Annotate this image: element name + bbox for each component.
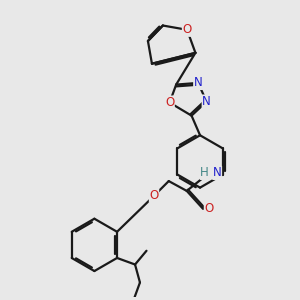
Text: N: N <box>194 76 203 89</box>
Text: O: O <box>182 23 192 36</box>
Text: O: O <box>204 202 214 215</box>
Text: H: H <box>200 167 209 179</box>
Text: O: O <box>165 96 174 109</box>
Text: O: O <box>149 189 159 202</box>
Text: N: N <box>213 167 221 179</box>
Text: N: N <box>202 95 211 108</box>
